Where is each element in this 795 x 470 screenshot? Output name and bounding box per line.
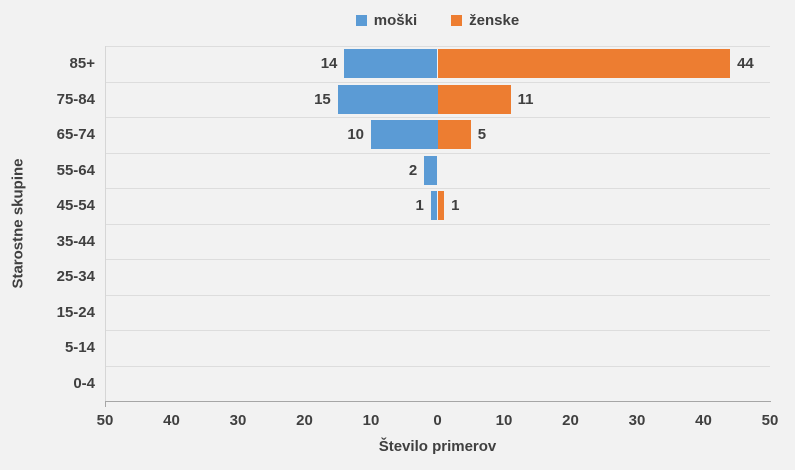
y-tick-label: 0-4	[73, 374, 95, 392]
y-tick-label: 45-54	[56, 197, 95, 214]
y-tick-label: 35-44	[56, 232, 95, 250]
bar-label-male: 14	[320, 55, 338, 73]
gridline	[105, 152, 770, 154]
bar-male	[424, 155, 438, 185]
male-swatch-icon	[355, 14, 367, 26]
y-tick-label: 85+	[69, 55, 95, 72]
gridline	[105, 188, 770, 189]
bar-label-female: 5	[477, 126, 487, 144]
bar-label-male: 1	[415, 197, 424, 215]
x-tick-label: 0	[433, 412, 442, 429]
x-tick-label: 50	[761, 412, 779, 429]
legend-label-male: moški	[373, 11, 418, 29]
x-tick-label: 10	[362, 412, 380, 429]
gridline	[105, 117, 770, 118]
x-tick-label: 40	[695, 412, 712, 429]
gridline	[105, 46, 770, 47]
y-tick-label: 75-84	[56, 90, 95, 108]
x-axis-title: Število primerov	[378, 438, 497, 455]
bar-female	[437, 84, 511, 114]
y-tick-label: 5-14	[64, 339, 95, 356]
y-tick-label: 25-34	[56, 268, 95, 285]
bar-label-female: 44	[737, 55, 754, 73]
bar-male	[337, 84, 438, 114]
gridline	[105, 223, 770, 225]
legend-item-female: ženske	[451, 12, 519, 29]
x-tick-label: 50	[96, 412, 114, 429]
plot-area: 14 44 15 11 10 5 2 1 1	[105, 46, 770, 401]
x-tick-label: 40	[163, 412, 180, 429]
y-tick-label: 55-64	[56, 161, 95, 179]
bar-male	[430, 191, 438, 221]
bar-male	[344, 49, 438, 79]
chart-legend: moški ženske	[105, 8, 770, 32]
x-axis-line	[105, 401, 771, 402]
y-tick-label: 15-24	[56, 303, 95, 321]
bar-female	[437, 120, 471, 150]
gridline	[105, 294, 770, 296]
bar-female	[437, 49, 731, 79]
x-tick-label: 20	[562, 412, 579, 429]
bar-label-male: 10	[347, 126, 364, 144]
bar-male	[371, 120, 438, 150]
legend-item-male: moški	[355, 11, 418, 29]
x-axis-tick	[105, 402, 106, 407]
gridline	[105, 330, 770, 331]
gridline	[105, 259, 770, 260]
x-tick-label: 30	[229, 412, 247, 429]
female-swatch-icon	[451, 14, 463, 26]
gridline	[105, 365, 770, 367]
y-tick-label: 65-74	[56, 126, 95, 143]
x-tick-label: 20	[296, 412, 313, 429]
bar-female	[437, 191, 445, 221]
bar-label-male: 15	[314, 90, 331, 108]
bar-label-female: 1	[451, 197, 460, 215]
bar-label-female: 11	[517, 90, 534, 108]
x-tick-label: 10	[495, 412, 513, 429]
gridline	[105, 81, 770, 83]
y-axis-line	[105, 46, 106, 401]
legend-label-female: ženske	[469, 11, 520, 29]
bar-label-male: 2	[408, 161, 418, 179]
x-tick-label: 30	[628, 412, 646, 429]
